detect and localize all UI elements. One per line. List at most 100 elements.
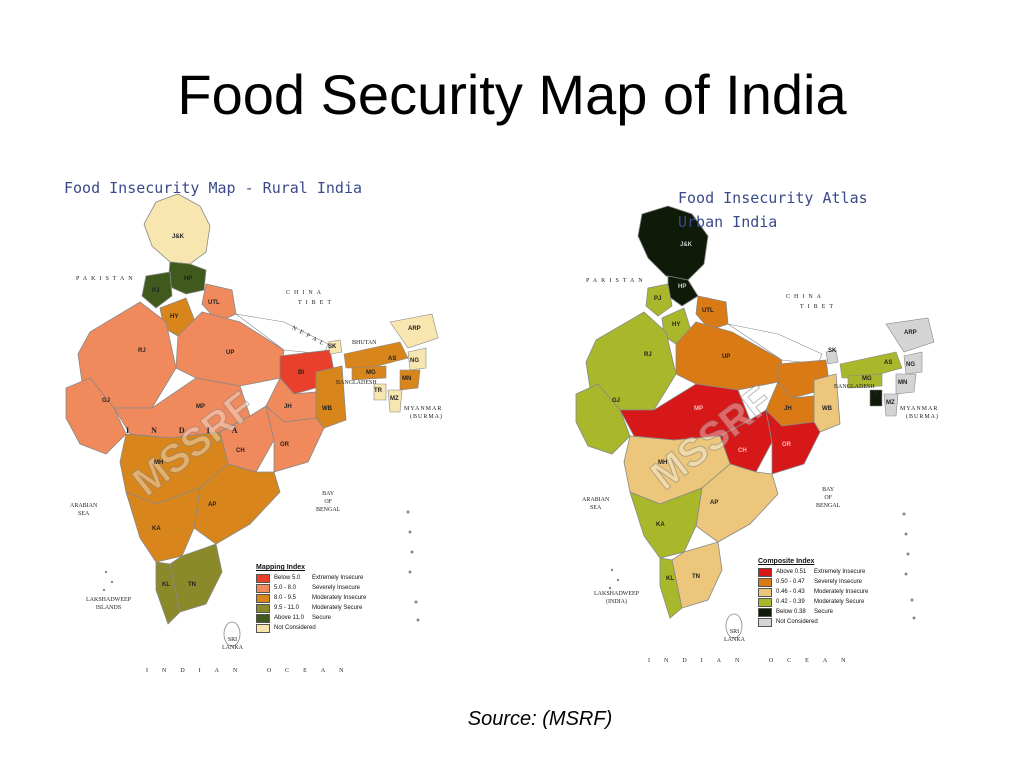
state-tr [869,389,883,407]
label-indian-ocean: INDIAN OCEAN [648,658,860,664]
label-sri-lanka: SRI LANKA [724,629,745,643]
legend-row: 0.50 - 0.47 Severely Insecure [758,577,868,587]
state-code-hy: HY [672,322,681,328]
legend-row: 8.0 - 9.5 Moderately Insecure [256,593,366,603]
legend-range: 5.0 - 8.0 [274,585,297,591]
sri-lanka-shape [725,613,743,639]
legend-swatch [758,567,772,577]
legend-swatch [758,577,772,587]
legend-row: Above 0.51 Extremely Insecure [758,567,868,577]
legend-range: Above 11.0 [274,615,304,621]
urban-map-title: Food Insecurity Atlas Urban India [678,189,868,231]
label-bay-of-bengal: BAY OF BENGAL [316,491,341,513]
state-sk [825,349,839,365]
state-wb [813,373,841,433]
state-code-mn: MN [402,376,412,382]
label-pakistan: PAKISTAN [586,278,647,284]
state-or [765,408,821,475]
state-code-up: UP [226,350,235,356]
state-sk [327,339,343,355]
legend-label: Secure [814,609,834,615]
legend-swatch [758,607,772,617]
state-code-ng: NG [410,358,419,364]
state-code-or: OR [280,442,289,448]
label-bangladesh: BANGLADESH [336,380,377,386]
legend-range: 9.5 - 11.0 [274,605,299,611]
legend-label: Moderately Insecure [312,595,367,601]
label-lakshadweep: LAKSHADWEEP ISLANDS [86,597,131,611]
legend-label: Severely Insecure [814,579,863,585]
label-india: INDIA [126,426,260,435]
state-jk [637,205,709,281]
legend-row: 5.0 - 8.0 Severely Insecure [256,583,366,593]
state-code-mh: MH [154,460,164,466]
state-code-tn: TN [692,574,700,580]
state-tn [169,543,223,613]
label-indian-ocean: INDIAN OCEAN [146,668,358,674]
legend-label: Moderately Secure [814,599,865,605]
state-mg [847,373,883,389]
state-code-kl: KL [666,576,674,582]
label-arabian-sea: ARABIAN SEA [582,497,610,511]
legend-label: Not Considered [274,625,316,631]
label-burma: (BURMA) [906,414,940,420]
state-code-or: OR [782,442,791,448]
state-ka [125,487,201,563]
state-mn [895,373,917,395]
legend-swatch [256,613,270,623]
label-sri-lanka: SRI LANKA [222,637,243,651]
legend-row: 9.5 - 11.0 Moderately Secure [256,603,366,613]
label-tibet: TIBET [298,300,335,306]
legend-label: Moderately Secure [312,605,363,611]
label-arabian-sea: ARABIAN SEA [70,503,98,517]
legend-range: Above 0.51 [776,569,807,575]
state-mg [351,365,387,381]
label-bhutan: BHUTAN [352,340,377,346]
state-code-wb: WB [322,406,332,412]
rural-india-map: Food Insecurity Map - Rural India MSSRF … [60,172,454,680]
legend-title: Composite Index [758,558,815,565]
label-myanmar: MYANMAR [900,406,939,412]
state-jk [143,193,211,265]
state-code-tn: TN [188,582,196,588]
state-arp [389,313,439,349]
state-code-gj: GJ [612,398,621,404]
lakshadweep-islands [608,568,620,590]
legend-label: Extremely Insecure [312,575,364,581]
legend-range: 8.0 - 9.5 [274,595,297,601]
state-gj [575,383,631,455]
state-code-kl: KL [162,582,170,588]
legend-swatch [256,583,270,593]
state-code-arp: ARP [904,330,917,336]
state-code-mp: MP [694,406,703,412]
legend-row: 0.42 - 0.39 Moderately Secure [758,597,868,607]
legend-label: Secure [312,615,332,621]
sri-lanka-shape [223,621,241,647]
legend-title: Mapping Index [256,564,305,571]
label-tibet: TIBET [800,304,837,310]
state-code-gj: GJ [102,398,111,404]
state-code-ng: NG [906,362,915,368]
state-pj [141,271,173,309]
state-code-mz: MZ [390,396,399,402]
state-code-mg: MG [366,370,376,376]
state-code-ap: AP [208,502,217,508]
legend-row: Not Considered [758,617,868,627]
state-code-mz: MZ [886,400,895,406]
state-code-ch: CH [236,448,245,454]
state-code-jh: JH [784,406,792,412]
rural-map-legend: Mapping Index Below 5.0 Extremely Insecu… [256,564,366,633]
state-code-hp: HP [184,276,193,282]
state-pj [645,283,673,317]
state-or [265,404,325,473]
state-code-jh: JH [284,404,292,410]
rural-map-title: Food Insecurity Map - Rural India [64,179,363,197]
state-hp [667,275,699,307]
state-code-sk: SK [828,348,837,354]
legend-range: Below 5.0 [274,575,301,581]
state-code-as: AS [388,356,397,362]
state-as [839,351,903,379]
slide-title: Food Security Map of India [177,63,847,126]
urban-map-graphic [575,205,935,639]
andaman-islands [406,510,420,622]
